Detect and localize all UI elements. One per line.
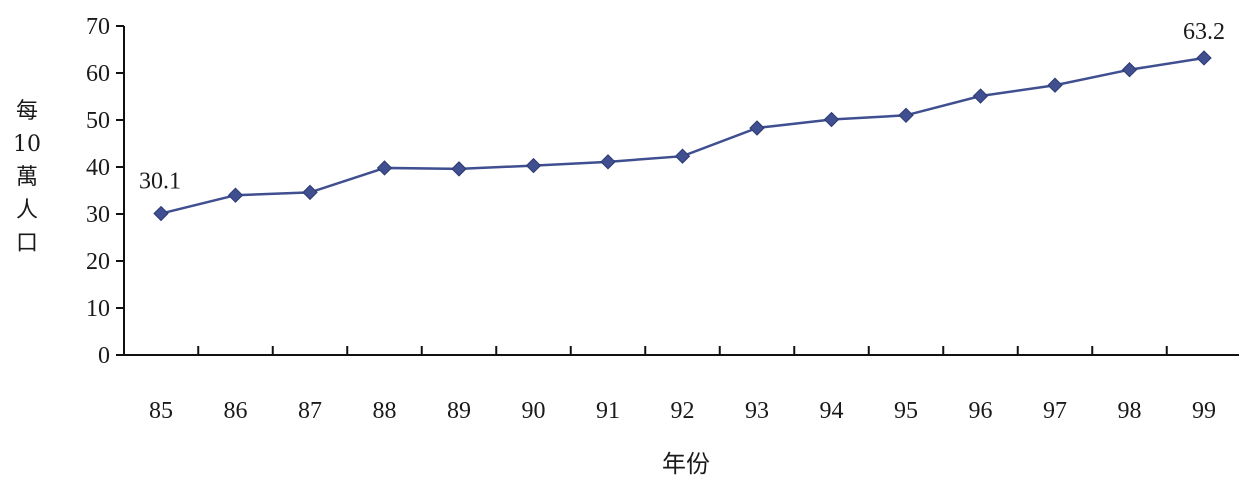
y-axis-title: 每 10 萬人口 (13, 99, 41, 256)
data-point-97 (1047, 77, 1063, 93)
y-tick-label: 70 (86, 14, 110, 40)
x-tick-label: 91 (596, 398, 620, 424)
x-tick-label: 98 (1118, 398, 1142, 424)
data-point-85 (153, 205, 169, 222)
data-point-93 (749, 120, 765, 136)
data-point-87 (302, 184, 318, 201)
data-point-99 (1196, 50, 1212, 66)
y-axis-title-char: 口 (16, 231, 38, 256)
y-tick-label: 40 (86, 155, 110, 181)
data-point-96 (972, 88, 989, 104)
x-tick-label: 96 (969, 398, 993, 424)
x-tick-label: 86 (224, 398, 248, 424)
x-tick-label: 94 (820, 398, 844, 424)
x-tick-label: 90 (522, 398, 546, 424)
x-tick-label: 88 (373, 398, 397, 424)
data-point-89 (451, 161, 467, 177)
x-tick-label: 95 (894, 398, 918, 424)
y-tick-label: 0 (98, 343, 110, 369)
y-tick-label: 50 (86, 108, 110, 134)
x-axis: 85 86 87 88 89 90 91 92 93 94 95 96 97 98 99 (124, 346, 1239, 424)
data-labels: 30.1 63.2 (139, 19, 1225, 195)
x-tick-label: 93 (745, 398, 769, 424)
data-point-88 (376, 160, 393, 176)
series-line (160, 56, 1205, 215)
y-tick-label: 10 (86, 296, 110, 322)
y-axis: 0 10 20 30 40 50 60 70 (86, 14, 125, 369)
data-point-92 (674, 148, 691, 164)
data-point-94 (823, 111, 840, 128)
data-point-90 (525, 157, 542, 174)
y-tick-label: 60 (86, 61, 110, 87)
y-tick-label: 30 (86, 202, 110, 228)
y-axis-title-char: 10 (13, 132, 41, 157)
plot-area (153, 50, 1212, 222)
y-axis-title-char: 人 (16, 198, 38, 223)
x-tick-label: 92 (671, 398, 695, 424)
y-axis-title-char: 萬 (16, 165, 38, 190)
data-label-99: 63.2 (1183, 19, 1225, 45)
x-tick-label: 89 (447, 398, 471, 424)
y-axis-title-char: 每 (16, 99, 38, 124)
data-label-85: 30.1 (139, 169, 181, 195)
data-point-98 (1121, 62, 1138, 78)
y-tick-label: 20 (86, 249, 110, 275)
x-tick-label: 97 (1043, 398, 1067, 424)
x-tick-label: 99 (1192, 398, 1216, 424)
x-axis-title: 年份 (662, 451, 710, 477)
data-point-91 (600, 154, 616, 170)
x-tick-label: 87 (298, 398, 322, 424)
data-point-95 (898, 107, 914, 124)
x-tick-label: 85 (149, 398, 173, 424)
data-point-86 (227, 187, 244, 203)
